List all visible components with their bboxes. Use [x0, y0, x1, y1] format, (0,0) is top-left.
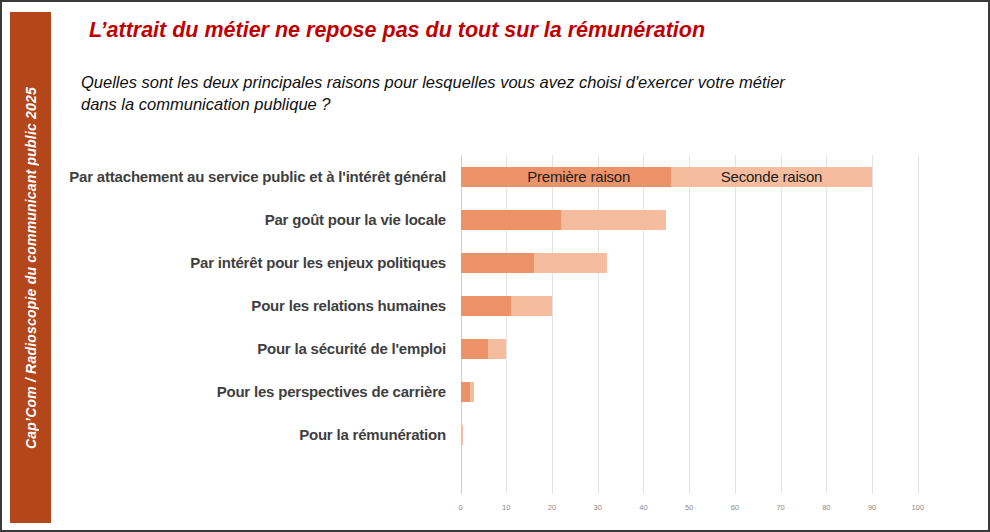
bar-segment-seconde-raison [511, 296, 552, 316]
gridline [598, 155, 599, 494]
bar-segment-seconde-raison [488, 339, 506, 359]
x-axis-tick-label: 90 [868, 503, 876, 512]
bar-segment-seconde-raison [561, 210, 666, 230]
gridline [781, 155, 782, 494]
x-axis-tick-label: 40 [639, 503, 647, 512]
gridline [552, 155, 553, 494]
x-axis-tick-label: 10 [502, 503, 510, 512]
legend-label-seconde-raison: Seconde raison [721, 167, 822, 187]
category-label: Pour les perspectives de carrière [217, 382, 446, 402]
gridline [826, 155, 827, 494]
x-axis-tick-label: 60 [731, 503, 739, 512]
x-axis-tick-label: 0 [458, 503, 462, 512]
category-label: Par attachement au service public et à l… [69, 167, 446, 187]
gridline [506, 155, 507, 494]
bar-segment-premiere-raison [461, 382, 470, 402]
bar-segment-premiere-raison [461, 253, 534, 273]
bar-segment-seconde-raison [461, 425, 463, 445]
legend-label-premiere-raison: Première raison [527, 167, 630, 187]
bar-segment-premiere-raison [461, 296, 511, 316]
bar-segment-seconde-raison [470, 382, 475, 402]
x-axis-tick-label: 30 [594, 503, 602, 512]
slide-frame: Cap’Com / Radioscopie du communicant pub… [0, 0, 990, 532]
bar-segment-premiere-raison [461, 339, 488, 359]
bar-segment-seconde-raison [534, 253, 607, 273]
category-label: Pour la rémunération [299, 425, 446, 445]
category-label: Par intérêt pour les enjeux politiques [190, 253, 446, 273]
gridline [689, 155, 690, 494]
category-label: Pour la sécurité de l'emploi [257, 339, 446, 359]
gridline [918, 155, 919, 494]
x-axis-tick-label: 70 [776, 503, 784, 512]
category-label: Par goût pour la vie locale [265, 210, 446, 230]
gridline [735, 155, 736, 494]
gridline [872, 155, 873, 494]
category-label: Pour les relations humaines [251, 296, 446, 316]
x-axis-tick-label: 50 [685, 503, 693, 512]
bar-chart: 0 10 20 30 40 50 60 70 80 90 100 Par attachement au… [2, 2, 990, 532]
bar-segment-premiere-raison [461, 210, 562, 230]
gridline [643, 155, 644, 494]
x-axis-tick-label: 100 [912, 503, 925, 512]
x-axis-tick-label: 80 [822, 503, 830, 512]
x-axis-tick-label: 20 [548, 503, 556, 512]
